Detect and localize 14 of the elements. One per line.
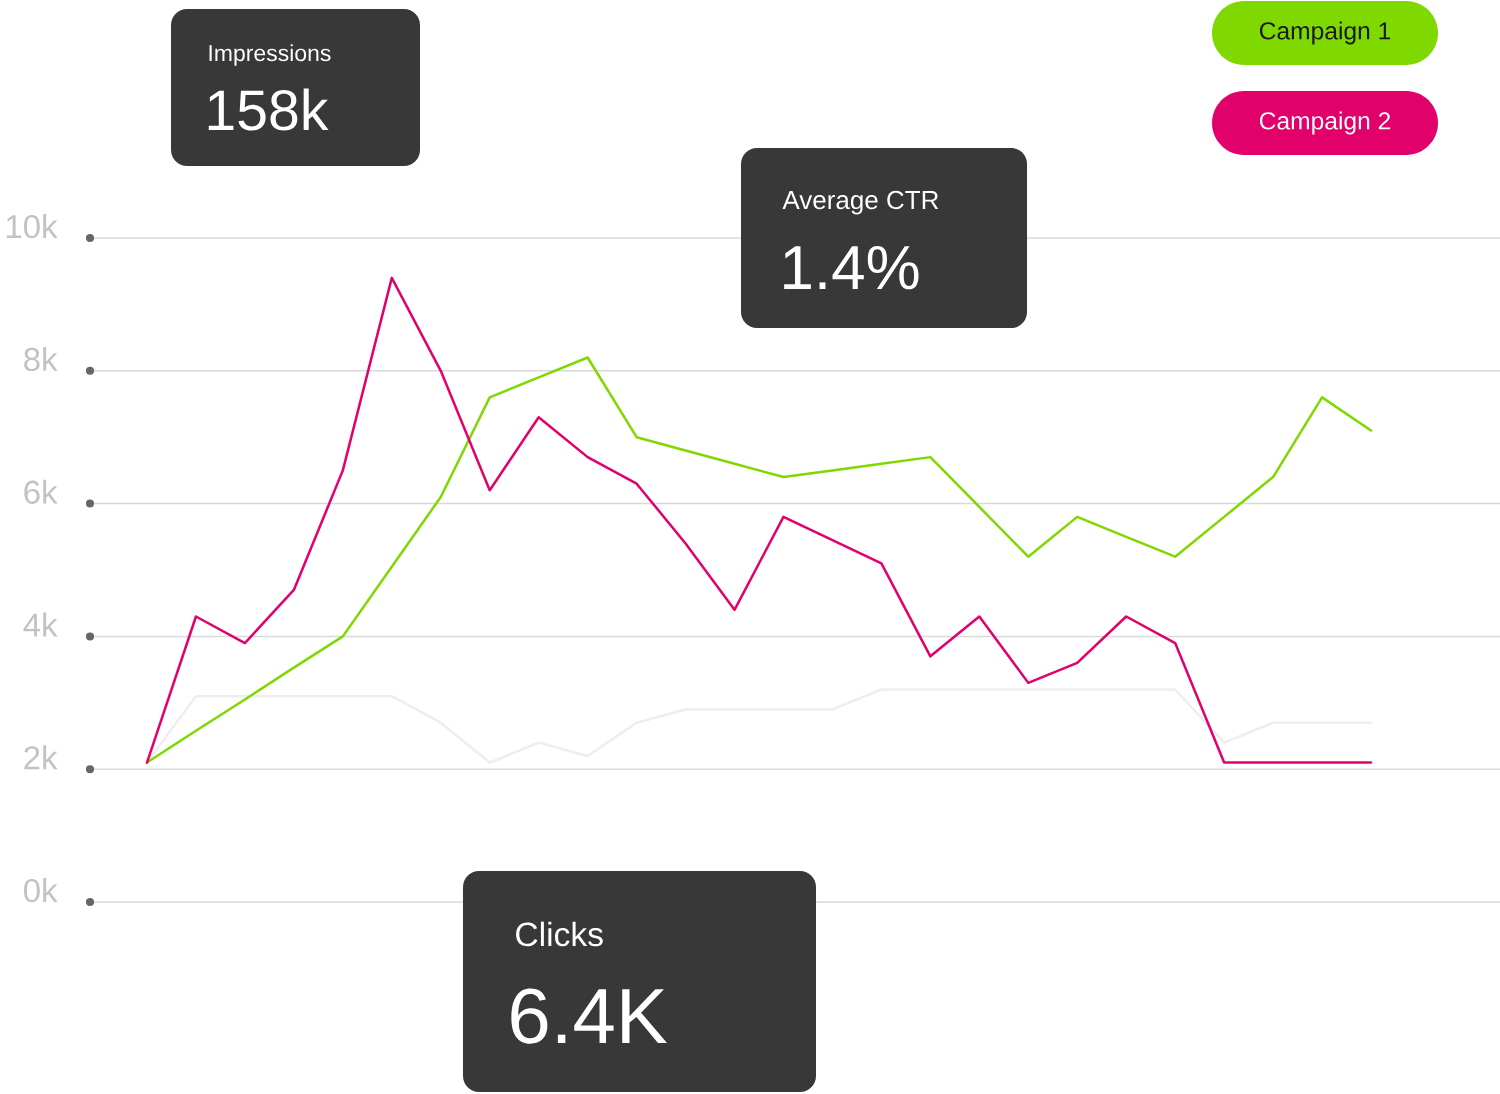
text: Average CTR bbox=[782, 190, 939, 215]
text: Impressions bbox=[209, 44, 331, 66]
y-tick-label: 0k bbox=[23, 878, 58, 903]
y-tick-label: 4k bbox=[23, 612, 58, 637]
y-tick-label: 2k bbox=[24, 745, 58, 770]
y-tick-label: 10k bbox=[6, 214, 58, 239]
text: Clicks bbox=[516, 921, 603, 947]
y-tick-label: 8k bbox=[24, 346, 58, 372]
annotation: 1.4% bbox=[784, 245, 919, 290]
text: 6.4K bbox=[511, 988, 667, 1044]
text: Campaign 2 bbox=[1259, 111, 1391, 135]
text: 158k bbox=[208, 88, 329, 131]
y-tick-label: 6k bbox=[24, 479, 58, 504]
text: Campaign 1 bbox=[1259, 21, 1391, 45]
